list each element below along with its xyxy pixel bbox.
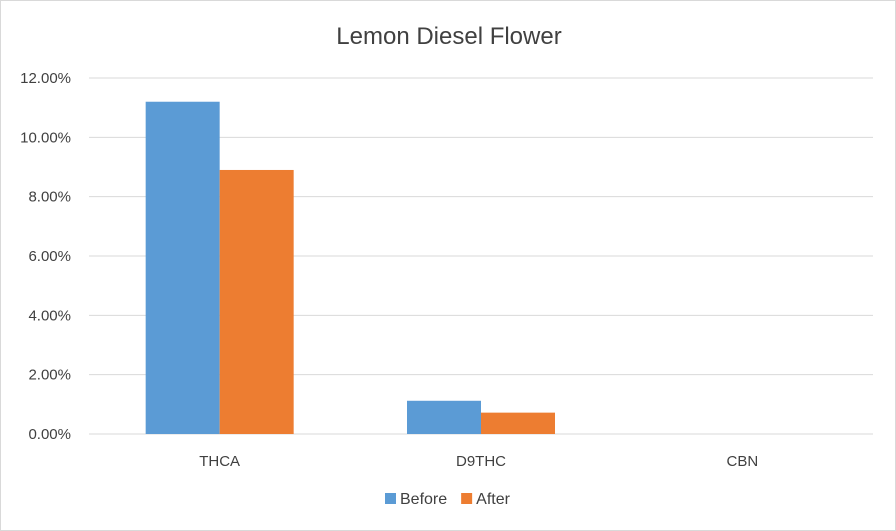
bar-before-thca	[145, 101, 220, 434]
bar-after-d9thc	[481, 412, 555, 434]
y-tick-label: 4.00%	[28, 307, 71, 324]
y-tick-label: 2.00%	[28, 367, 71, 384]
x-tick-label: D9THC	[456, 453, 506, 470]
bar-before-d9thc	[407, 400, 481, 434]
legend-swatch-after	[461, 493, 473, 504]
x-tick-label: THCA	[199, 453, 240, 470]
legend-label-before: Before	[400, 491, 447, 508]
legend: Before After	[385, 491, 511, 508]
chart-title: Lemon Diesel Flower	[336, 23, 561, 50]
bars	[145, 101, 555, 434]
legend-swatch-before	[385, 493, 396, 504]
y-tick-label: 6.00%	[28, 248, 71, 265]
y-tick-label: 10.00%	[20, 129, 71, 146]
legend-label-after: After	[476, 491, 510, 508]
x-tick-label: CBN	[726, 453, 758, 470]
y-axis-ticks: 0.00% 2.00% 4.00% 6.00% 8.00% 10.00% 12.00%	[20, 70, 71, 443]
y-tick-label: 0.00%	[28, 426, 71, 443]
y-tick-label: 8.00%	[28, 189, 71, 206]
bar-after-thca	[219, 169, 294, 434]
y-tick-label: 12.00%	[20, 70, 71, 87]
x-axis-ticks: THCA D9THC CBN	[199, 453, 758, 470]
